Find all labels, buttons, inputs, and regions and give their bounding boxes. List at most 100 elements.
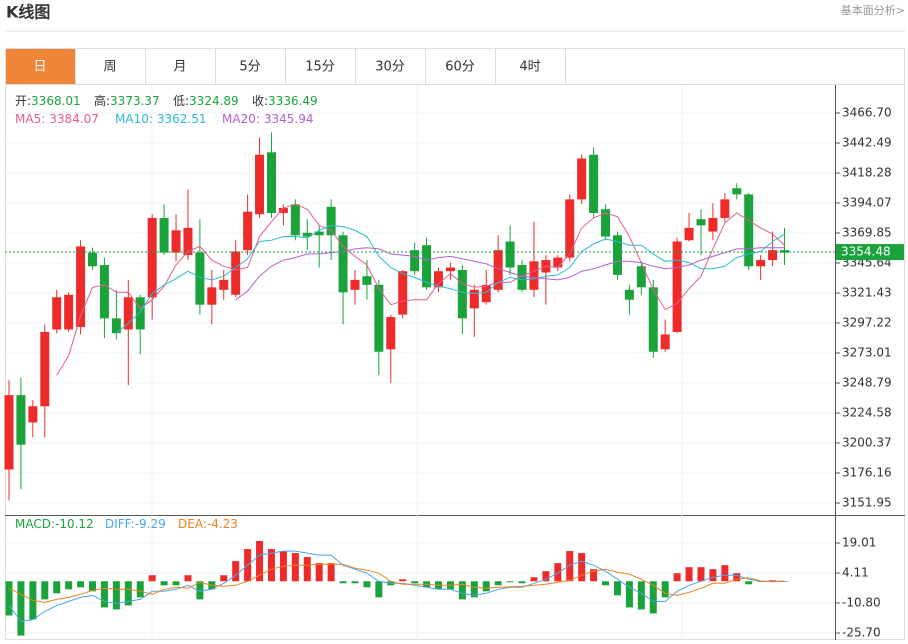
candle-body bbox=[410, 250, 420, 272]
candle-body bbox=[219, 279, 229, 290]
tab-label[interactable]: 月 bbox=[173, 60, 186, 75]
macd-bar bbox=[470, 581, 478, 598]
macd-bar bbox=[196, 581, 204, 600]
candle-body bbox=[732, 188, 742, 195]
tab-label[interactable]: 日 bbox=[33, 60, 46, 75]
macd-bar bbox=[100, 581, 108, 608]
tab-label[interactable]: 5分 bbox=[239, 60, 260, 75]
candle-body bbox=[231, 251, 241, 295]
macd-bar bbox=[160, 581, 168, 586]
candle-body bbox=[505, 241, 515, 268]
tab[interactable] bbox=[5, 48, 76, 85]
candle-body bbox=[469, 289, 479, 309]
y-tick-label: 3394.07 bbox=[842, 195, 892, 209]
y-tick-label: 4.11 bbox=[842, 565, 869, 579]
candle-body bbox=[40, 331, 50, 407]
analysis-link[interactable]: 基本面分析> bbox=[841, 3, 905, 17]
legend-name: DEA: bbox=[178, 517, 207, 531]
info-value: 3373.37 bbox=[110, 94, 160, 108]
tab-label[interactable]: 60分 bbox=[445, 60, 475, 75]
tab-label[interactable]: 周 bbox=[103, 60, 116, 75]
macd-bar bbox=[65, 581, 73, 590]
candle-body bbox=[64, 294, 74, 330]
candle-body bbox=[636, 266, 646, 288]
macd-bar bbox=[303, 557, 311, 582]
macd-bar bbox=[613, 581, 621, 596]
line bbox=[116, 224, 785, 334]
candle-body bbox=[374, 284, 384, 352]
candle-body bbox=[243, 211, 253, 251]
candle-body bbox=[684, 227, 694, 241]
candle-body bbox=[76, 246, 86, 327]
candle-body bbox=[99, 265, 109, 319]
candle-body bbox=[493, 250, 503, 290]
macd-bar bbox=[41, 581, 49, 600]
info-value: 3368.01 bbox=[31, 94, 81, 108]
y-tick-label: 19.01 bbox=[842, 535, 876, 549]
ohlc-info: 收:3336.49 bbox=[252, 94, 318, 108]
legend-entry: DIFF:-9.29 bbox=[105, 517, 166, 531]
legend-value: 3384.07 bbox=[49, 112, 99, 126]
candle-body bbox=[720, 199, 730, 218]
macd-bar bbox=[733, 573, 741, 582]
candle-body bbox=[171, 230, 181, 253]
legend-name: MA5: bbox=[15, 112, 45, 126]
macd-bar bbox=[649, 581, 657, 614]
candle-body bbox=[422, 245, 432, 288]
candle-body bbox=[314, 231, 324, 236]
legend-entry: MA20: 3345.94 bbox=[222, 112, 314, 126]
y-tick-label: 3466.70 bbox=[842, 105, 892, 119]
line bbox=[8, 563, 785, 603]
candle-body bbox=[4, 395, 14, 470]
macd-bar bbox=[745, 581, 753, 585]
tab-label[interactable]: 30分 bbox=[375, 60, 405, 75]
candle-body bbox=[744, 194, 754, 267]
y-tick-label: 3297.22 bbox=[842, 315, 892, 329]
macd-bar bbox=[172, 581, 180, 586]
candle-body bbox=[16, 395, 26, 445]
candle-body bbox=[326, 206, 336, 236]
candle-body bbox=[756, 260, 766, 267]
candle-body bbox=[28, 406, 38, 423]
candle-body bbox=[52, 297, 62, 330]
last-price-label: 3354.48 bbox=[841, 245, 891, 259]
page-title: K线图 bbox=[6, 3, 50, 22]
candle-body bbox=[362, 276, 372, 285]
tab[interactable] bbox=[495, 48, 566, 85]
legend-name: DIFF: bbox=[105, 517, 135, 531]
macd-bar bbox=[148, 575, 156, 582]
legend-value: 3345.94 bbox=[264, 112, 314, 126]
candle-body bbox=[780, 250, 789, 253]
macd-bar bbox=[363, 581, 371, 588]
candle-body bbox=[601, 209, 611, 237]
legend-entry: DEA:-4.23 bbox=[178, 517, 238, 531]
tab-label[interactable]: 4时 bbox=[519, 60, 540, 75]
macd-bar bbox=[291, 553, 299, 582]
macd-bar bbox=[685, 567, 693, 582]
macd-bar bbox=[77, 581, 85, 588]
info-label: 低: bbox=[173, 94, 189, 108]
candle-body bbox=[147, 217, 157, 298]
macd-bar bbox=[590, 569, 598, 582]
tab[interactable] bbox=[285, 48, 356, 85]
macd-bar bbox=[530, 577, 538, 582]
candle-body bbox=[529, 261, 539, 290]
candle-body bbox=[159, 217, 169, 253]
macd-bar bbox=[709, 569, 717, 582]
macd-bar bbox=[458, 581, 466, 600]
candle-body bbox=[434, 271, 444, 288]
candle-body bbox=[88, 252, 98, 267]
ohlc-info: 高:3373.37 bbox=[94, 93, 160, 108]
macd-bar bbox=[184, 575, 192, 582]
line bbox=[235, 247, 785, 301]
candle-body bbox=[696, 219, 706, 226]
y-tick-label: 3224.58 bbox=[842, 406, 892, 420]
macd-bar bbox=[399, 579, 407, 582]
tab[interactable] bbox=[75, 48, 146, 85]
tab-label[interactable]: 15分 bbox=[305, 60, 335, 75]
tab[interactable] bbox=[145, 48, 216, 85]
y-tick-label: 3248.79 bbox=[842, 376, 892, 390]
legend-value: -9.29 bbox=[135, 517, 166, 531]
macd-bar bbox=[267, 549, 275, 582]
legend-value: -10.12 bbox=[55, 517, 94, 531]
